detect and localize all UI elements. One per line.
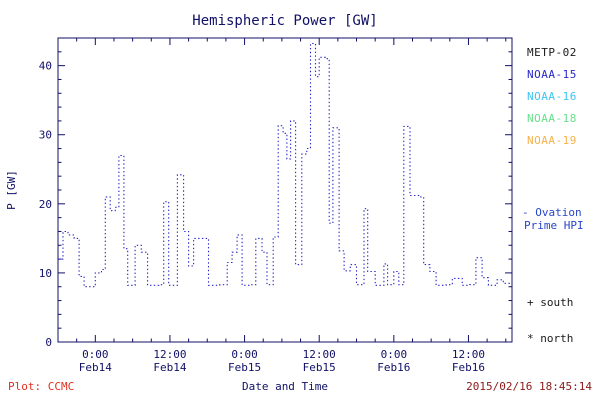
svg-text:40: 40	[39, 60, 52, 73]
svg-text:0:00: 0:00	[381, 348, 408, 361]
svg-text:Feb15: Feb15	[228, 361, 261, 374]
svg-text:0:00: 0:00	[82, 348, 109, 361]
svg-text:0:00: 0:00	[231, 348, 258, 361]
ovation-label-line1: - Ovation	[522, 206, 582, 219]
svg-text:10: 10	[39, 267, 52, 280]
svg-text:12:00: 12:00	[303, 348, 336, 361]
svg-text:30: 30	[39, 129, 52, 142]
chart-title: Hemispheric Power [GW]	[192, 13, 377, 29]
axes: 0102030400:00Feb1412:00Feb140:00Feb1512:…	[39, 37, 513, 374]
svg-text:Feb16: Feb16	[452, 361, 485, 374]
svg-text:Feb15: Feb15	[303, 361, 336, 374]
plot-credit: Plot: CCMC	[8, 380, 74, 393]
svg-text:20: 20	[39, 198, 52, 211]
y-axis-label: P [GW]	[5, 170, 18, 210]
svg-text:12:00: 12:00	[153, 348, 186, 361]
legend-item-metp-02: METP-02	[527, 46, 577, 59]
south-marker-label: + south	[527, 296, 574, 309]
x-axis-label: Date and Time	[242, 380, 328, 393]
svg-text:12:00: 12:00	[452, 348, 485, 361]
svg-text:0: 0	[45, 336, 52, 349]
legend-item-noaa-15: NOAA-15	[527, 68, 577, 81]
data-series	[58, 42, 512, 288]
legend-item-noaa-16: NOAA-16	[527, 90, 577, 103]
svg-text:Feb14: Feb14	[79, 361, 112, 374]
legend-item-noaa-19: NOAA-19	[527, 134, 577, 147]
ovation-label-line2: Prime HPI	[524, 219, 584, 232]
north-marker-label: * north	[527, 332, 574, 345]
svg-text:Feb16: Feb16	[377, 361, 410, 374]
svg-text:Feb14: Feb14	[153, 361, 186, 374]
legend-item-noaa-18: NOAA-18	[527, 112, 577, 125]
plot-timestamp: 2015/02/16 18:45:14	[466, 380, 592, 393]
